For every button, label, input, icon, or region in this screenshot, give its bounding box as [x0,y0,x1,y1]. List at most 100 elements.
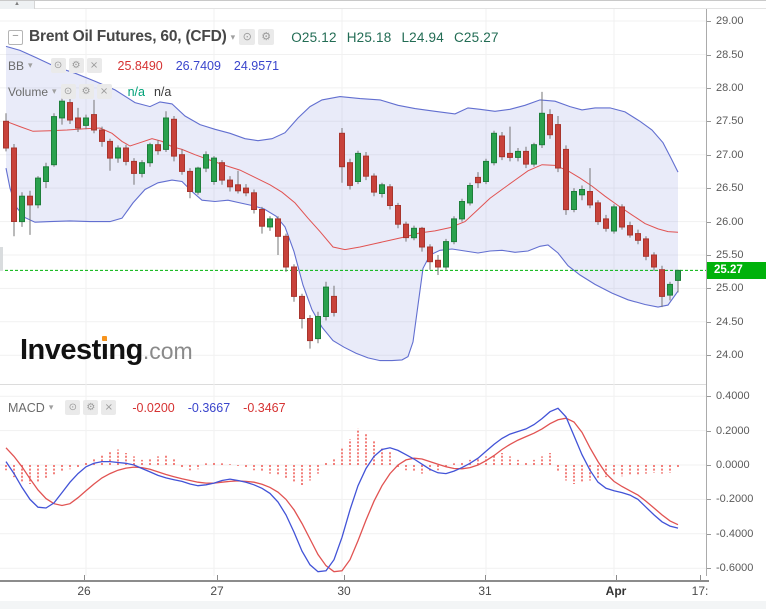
candle-up [323,286,329,318]
candle-up [51,116,57,166]
volume-value-2: n/a [153,84,172,99]
candle-down [219,162,225,181]
candle-down [299,295,305,319]
candle-up [83,117,89,126]
close-value: 25.27 [463,29,499,45]
macd-tick-tick [707,499,711,501]
delete-icon[interactable]: × [86,58,102,73]
panel-divider[interactable] [0,384,766,385]
indicator-legend-volume: Volume ▾ ⊙ ⚙ × n/a n/a [8,84,171,99]
triangle-up-icon: ▲ [14,1,20,7]
price-axis[interactable]: 29.00 28.50 28.00 27.50 27.00 26.50 26.00 25.50… [706,9,766,601]
collapse-chart-icon[interactable]: − [8,29,23,45]
bb-middle-value: 25.8490 [117,58,163,73]
visibility-icon[interactable]: ⊙ [65,400,81,415]
investing-logo: Investi ng.com [20,334,193,367]
time-label: Apr [605,584,627,598]
macd-tick-label: -0.2000 [716,493,754,506]
candle-up [491,132,497,164]
candle-down [387,186,393,207]
visibility-icon[interactable]: ⊙ [60,84,76,99]
settings-icon[interactable]: ⚙ [83,400,99,415]
candle-down [403,223,409,239]
candle-up [211,157,217,183]
bb-lower-value: 24.9571 [233,58,280,73]
symbol-title[interactable]: Brent Oil Futures, 60, (CFD) [29,28,227,45]
bollinger-upper-line [5,45,679,173]
bb-indicator-name[interactable]: BB [8,58,25,73]
time-axis[interactable]: 26 27 30 31 Apr 17: [0,575,766,601]
chevron-down-icon[interactable]: ▾ [48,402,54,412]
visibility-icon[interactable]: ⊙ [239,29,256,45]
time-tick [485,575,486,580]
candle-up [267,218,273,228]
candle-down [507,152,513,158]
candle-up [147,144,153,164]
candle-down [659,269,665,297]
candle-down [339,132,345,168]
candle-down [523,150,529,165]
candle-up [451,218,457,243]
last-price-badge: 25.27 [707,261,766,279]
time-label: 31 [478,584,492,598]
candle-down [419,227,425,248]
macd-tick-tick [707,568,711,570]
candle-down [651,254,657,268]
price-tick-tick [707,21,711,22]
settings-icon[interactable]: ⚙ [68,58,84,73]
candle-down [435,259,441,268]
candle-down [363,155,369,177]
settings-icon[interactable]: ⚙ [258,29,275,45]
candle-down [187,170,193,192]
macd-tick-tick [707,533,711,535]
candle-down [275,218,281,237]
price-tick-tick [707,255,711,256]
macd-tick-label: -0.6000 [716,562,754,575]
time-tick [616,575,617,580]
volume-indicator-name[interactable]: Volume [8,84,49,99]
chevron-down-icon[interactable]: ▾ [230,31,236,42]
candle-down [131,160,137,174]
candle-up [379,184,385,195]
candle-down [643,238,649,257]
price-tick-label: 28.50 [716,48,744,61]
macd-panel: MACD ▾ ⊙ ⚙ × -0.0200 -0.3667 -0.3467 [0,384,706,576]
candle-down [3,120,9,149]
candle-up [411,227,417,239]
macd-indicator-name[interactable]: MACD [8,400,45,415]
indicator-legend-macd: MACD ▾ ⊙ ⚙ × -0.0200 -0.3667 -0.3467 [8,400,286,415]
time-axis-line [0,580,709,582]
low-label: L [401,29,410,45]
bollinger-middle-line [5,120,679,251]
macd-chart-canvas[interactable] [0,384,706,576]
candle-down [259,209,265,227]
candle-up [571,191,577,210]
macd-tick-label: 0.2000 [716,424,750,437]
settings-icon[interactable]: ⚙ [78,84,94,99]
time-tick [700,575,701,580]
price-tick-label: 28.00 [716,81,744,94]
price-panel: − Brent Oil Futures, 60, (CFD) ▾ ⊙ ⚙ O25… [0,9,706,384]
price-chart-canvas[interactable] [0,9,706,384]
candle-down [587,191,593,206]
top-strip: ▲ [0,0,766,9]
time-label: 27 [210,584,224,598]
logo-suffix: .com [142,338,193,364]
time-tick [344,575,345,580]
chevron-down-icon[interactable]: ▾ [28,60,33,70]
visibility-icon[interactable]: ⊙ [50,58,66,73]
candle-up [515,150,521,158]
macd-tick-label: -0.4000 [716,527,754,540]
collapse-panel-button[interactable]: ▲ [0,1,35,9]
price-tick-tick [707,54,711,56]
candle-up [539,112,545,146]
candle-down [107,140,113,159]
delete-icon[interactable]: × [96,84,112,99]
delete-icon[interactable]: × [101,400,117,415]
candle-down [283,235,289,268]
candle-down [395,205,401,225]
logo-text: Invest [20,334,101,366]
candle-up [467,185,473,204]
chevron-down-icon[interactable]: ▾ [52,86,57,96]
